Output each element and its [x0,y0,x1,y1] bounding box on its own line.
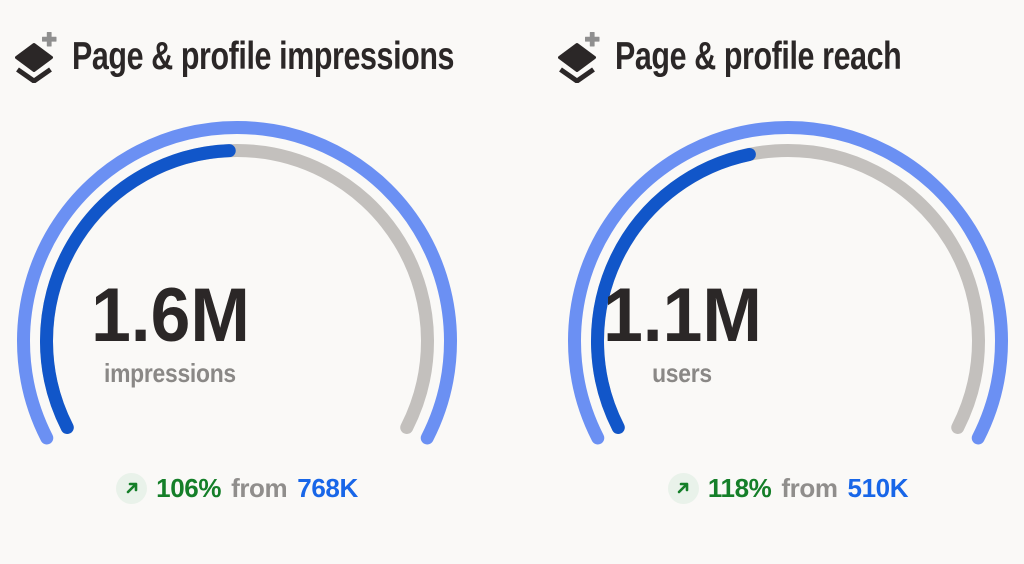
gauge-value: 1.6M [90,273,250,358]
gauge-outer-arc [17,121,457,445]
trend-up-badge [116,472,148,504]
plus-icon-vertical-bar [46,32,52,47]
trend-up-arrow-icon [126,482,137,494]
gauge-outer-arc [568,121,1008,445]
trend-up-arrow-icon [678,482,689,494]
from-label: from [781,473,838,503]
gauge-card-reach: Page & profile reach 1.1M users 118% fro… [512,0,1024,564]
layers-top-diamond [15,43,53,72]
change-row: 106% from 768K [67,472,407,504]
change-row: 118% from 510K [618,472,958,504]
widget-header: Page & profile impressions [15,31,562,83]
from-label: from [231,473,288,503]
percent-change: 106% [156,473,222,503]
widget-title: Page & profile reach [615,35,902,78]
gauge-unit-label: impressions [104,358,236,388]
layers-bottom-chevron [16,67,52,83]
widget-header: Page & profile reach [558,31,982,83]
gauge-card-impressions: Page & profile impressions 1.6M impressi… [15,32,457,504]
previous-value: 768K [297,473,358,503]
gauge-progress-arc [590,147,756,434]
plus-icon-vertical-bar [589,32,595,47]
reach-gauge-chart [568,121,1008,445]
previous-value: 510K [847,473,909,503]
layers-plus-icon [558,32,600,83]
impressions-gauge-chart [17,121,457,445]
widget-title: Page & profile impressions [72,35,455,78]
layers-top-diamond [558,43,596,72]
gauge-unit-label: users [652,358,712,388]
gauge-value: 1.1M [602,273,762,358]
gauge-progress-arc [39,144,236,434]
percent-change: 118% [707,473,772,503]
trend-up-badge [667,472,699,504]
layers-bottom-chevron [559,67,595,83]
layers-plus-icon [15,32,57,83]
